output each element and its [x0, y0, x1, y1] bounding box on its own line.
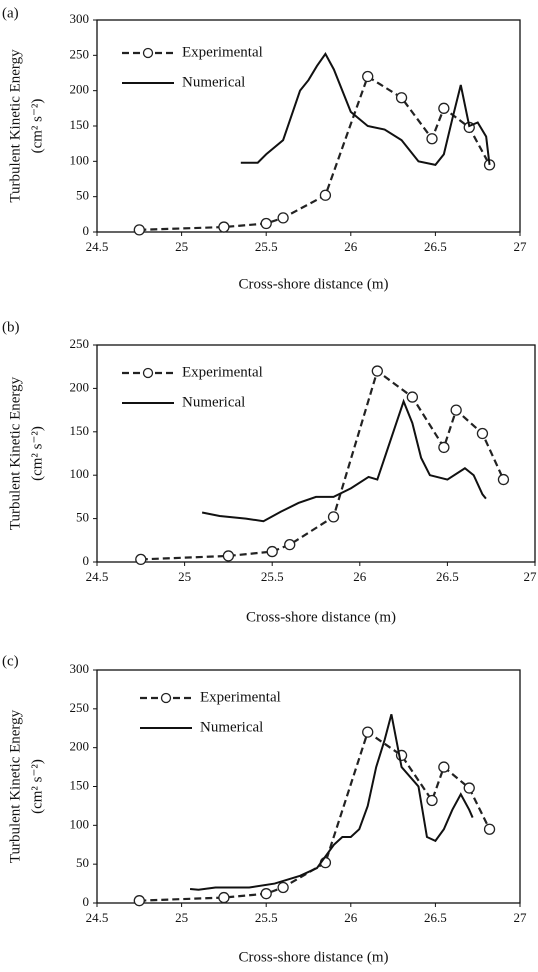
y-axis-label: Turbulent Kinetic Energy: [7, 376, 23, 530]
x-tick-label: 25.5: [255, 910, 278, 925]
x-tick-label: 25: [175, 910, 188, 925]
series-line: [240, 52, 491, 166]
plot-frame: [96, 669, 521, 904]
x-tick-label: 24.5: [86, 910, 109, 925]
data-point: [497, 473, 510, 486]
data-point: [133, 224, 145, 236]
data-point: [406, 391, 419, 403]
data-point: [319, 189, 332, 201]
x-tick-label: 26: [353, 569, 367, 584]
legend-marker: [160, 692, 172, 704]
y-tick-label: 250: [70, 700, 90, 715]
data-point: [476, 427, 489, 440]
y-tick-label: 250: [70, 336, 90, 351]
y-axis-units: (cm² s⁻²): [29, 759, 45, 814]
legend-label: Experimental: [200, 689, 281, 705]
data-point: [438, 441, 450, 454]
y-tick-label: 150: [70, 423, 90, 438]
data-point: [218, 221, 230, 233]
y-tick-label: 250: [70, 46, 90, 61]
x-tick-label: 26.5: [424, 910, 447, 925]
y-tick-label: 50: [76, 188, 89, 203]
legend-label: Numerical: [182, 74, 245, 90]
x-tick-label: 27: [514, 910, 528, 925]
x-axis-label: Cross-shore distance (m): [239, 949, 389, 965]
x-tick-label: 26.5: [424, 239, 447, 254]
y-tick-label: 0: [83, 223, 90, 238]
y-tick-label: 100: [70, 152, 90, 167]
legend-label: Numerical: [200, 719, 263, 735]
x-tick-label: 24.5: [86, 239, 109, 254]
x-tick-label: 27: [524, 569, 538, 584]
x-axis-label: Cross-shore distance (m): [246, 609, 396, 625]
y-tick-label: 200: [70, 82, 90, 97]
y-axis-units: (cm² s⁻²): [29, 426, 45, 481]
x-tick-label: 25: [178, 569, 191, 584]
panel-label: (c): [2, 653, 19, 669]
data-point: [327, 511, 340, 523]
data-point: [395, 92, 408, 104]
series-line: [139, 730, 491, 902]
series-line: [201, 398, 487, 523]
data-point: [266, 545, 278, 558]
legend-marker: [142, 47, 154, 59]
data-point: [483, 823, 496, 835]
data-point: [463, 782, 475, 794]
x-axis-label: Cross-shore distance (m): [239, 276, 389, 292]
y-tick-label: 150: [70, 117, 90, 132]
data-point: [438, 102, 450, 114]
data-point: [277, 212, 289, 224]
y-tick-label: 0: [83, 553, 90, 568]
x-tick-label: 25.5: [261, 569, 284, 584]
y-tick-label: 50: [76, 855, 89, 870]
x-tick-label: 26: [344, 239, 358, 254]
data-point: [362, 70, 374, 83]
y-axis-label: Turbulent Kinetic Energy: [7, 709, 23, 863]
plot-frame: [96, 19, 521, 233]
data-point: [260, 217, 272, 230]
data-point: [438, 761, 450, 773]
y-tick-label: 200: [70, 379, 90, 394]
plot-frame: [96, 344, 536, 563]
y-tick-label: 200: [70, 739, 90, 754]
series-line: [139, 74, 491, 231]
legend-label: Experimental: [182, 44, 263, 60]
y-axis-label: Turbulent Kinetic Energy: [7, 49, 23, 203]
x-tick-label: 26: [344, 910, 358, 925]
x-tick-label: 24.5: [86, 569, 109, 584]
y-tick-label: 300: [70, 661, 90, 676]
data-point: [260, 888, 272, 900]
x-tick-label: 25.5: [255, 239, 278, 254]
legend-marker: [142, 367, 154, 379]
y-tick-label: 300: [70, 11, 90, 26]
x-tick-label: 26.5: [436, 569, 459, 584]
y-tick-label: 100: [70, 466, 90, 481]
y-tick-label: 100: [70, 816, 90, 831]
panel-label: (a): [2, 5, 19, 21]
x-tick-label: 27: [514, 239, 528, 254]
y-axis-units: (cm² s⁻²): [29, 99, 45, 154]
legend-label: Experimental: [182, 364, 263, 380]
series-line: [189, 714, 474, 891]
y-tick-label: 150: [70, 777, 90, 792]
data-point: [426, 794, 438, 807]
data-point: [371, 365, 383, 377]
data-point: [222, 550, 235, 562]
data-point: [450, 404, 462, 416]
data-point: [135, 553, 147, 566]
legend-label: Numerical: [182, 394, 245, 410]
data-point: [426, 133, 438, 145]
data-point: [133, 895, 145, 907]
data-point: [277, 881, 289, 894]
data-point: [218, 891, 230, 904]
y-tick-label: 0: [83, 894, 90, 909]
x-tick-label: 25: [175, 239, 188, 254]
panel-label: (b): [2, 319, 20, 335]
y-tick-label: 50: [76, 510, 89, 525]
data-point: [362, 726, 374, 738]
data-point: [284, 538, 296, 551]
